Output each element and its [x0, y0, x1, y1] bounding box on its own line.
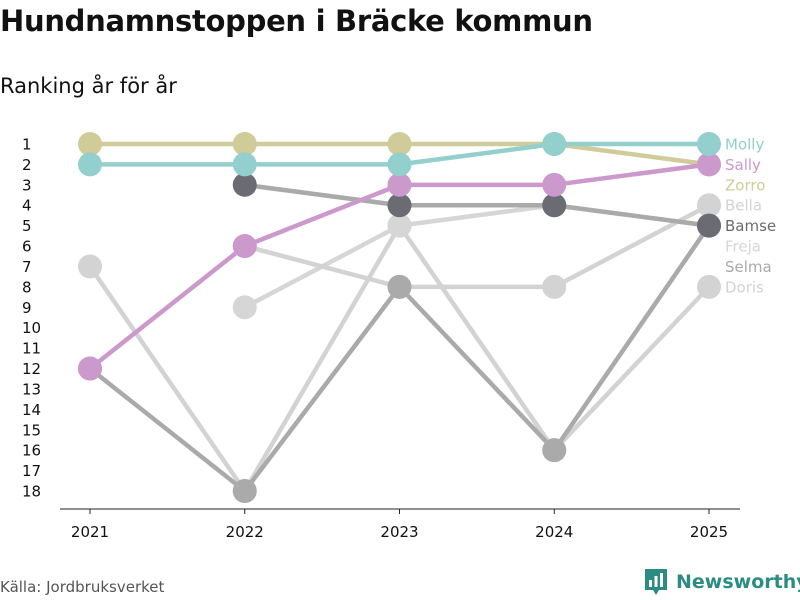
y-tick-label: 1 — [22, 136, 32, 154]
data-point-zorro — [387, 132, 412, 156]
data-point-bamse — [387, 193, 412, 218]
data-point-molly — [387, 152, 412, 177]
end-label-molly: Molly — [725, 136, 764, 154]
y-tick-label: 8 — [22, 278, 32, 296]
end-label-selma: Selma — [725, 258, 772, 276]
end-label-zorro: Zorro — [725, 176, 765, 194]
y-tick-label: 13 — [22, 380, 41, 398]
y-tick-label: 17 — [22, 462, 41, 480]
data-point-bamse — [697, 213, 721, 238]
chart-title: Hundnamnstoppen i Bräcke kommun — [0, 4, 593, 38]
data-point-molly — [542, 132, 567, 156]
end-label-freja: Freja — [725, 238, 761, 256]
chart-subtitle: Ranking år för år — [0, 74, 177, 98]
data-point-bella — [542, 274, 567, 299]
data-point-zorro — [78, 132, 102, 156]
data-point-doris — [78, 254, 102, 279]
x-axis-ticks: 2021 2022 2023 2024 2025 — [71, 509, 728, 541]
y-tick-label: 4 — [22, 197, 32, 215]
y-tick-label: 5 — [22, 217, 32, 235]
data-point-sally — [697, 152, 721, 177]
y-tick-label: 15 — [22, 421, 41, 439]
data-point-bamse — [542, 193, 567, 218]
brand-logo: Newsworthy — [644, 568, 800, 596]
data-point-molly — [697, 132, 721, 156]
data-point-sally — [387, 172, 412, 197]
end-label-bella: Bella — [725, 197, 762, 215]
series-end-labels: Molly Sally Zorro Bella Bamse Freja Selma Doris — [725, 136, 776, 297]
y-tick-label: 18 — [22, 483, 41, 501]
series-line-bella — [242, 202, 712, 290]
data-point-bella — [697, 193, 721, 218]
data-point-sally — [542, 172, 567, 197]
data-point-molly — [78, 152, 102, 177]
y-tick-label: 14 — [22, 401, 41, 419]
y-tick-label: 10 — [22, 319, 41, 337]
data-point-freja — [387, 213, 412, 238]
x-tick-label: 2022 — [226, 523, 264, 541]
end-label-doris: Doris — [725, 278, 764, 296]
source-note: Källa: Jordbruksverket — [0, 578, 165, 596]
x-tick-label: 2024 — [535, 523, 573, 541]
data-point-selma — [542, 438, 567, 463]
data-point-selma — [232, 479, 257, 503]
data-point-zorro — [232, 132, 257, 156]
y-tick-label: 3 — [22, 176, 32, 194]
y-tick-label: 16 — [22, 442, 41, 460]
y-tick-label: 11 — [22, 340, 41, 358]
data-point-molly — [232, 152, 257, 177]
data-point-sally — [232, 234, 257, 259]
x-tick-label: 2025 — [690, 523, 728, 541]
newsworthy-logo-icon — [645, 569, 667, 595]
end-label-sally: Sally — [725, 156, 761, 174]
end-label-bamse: Bamse — [725, 217, 776, 235]
y-tick-label: 2 — [22, 156, 32, 174]
series-line-selma — [87, 223, 712, 494]
brand-name: Newsworthy — [676, 571, 800, 593]
x-tick-label: 2021 — [71, 523, 109, 541]
data-point-freja — [232, 295, 257, 320]
x-tick-label: 2023 — [380, 523, 418, 541]
y-tick-label: 9 — [22, 299, 32, 317]
y-tick-label: 12 — [22, 360, 41, 378]
data-point-doris — [697, 274, 721, 299]
data-point-sally — [78, 356, 102, 381]
y-tick-label: 6 — [22, 238, 32, 256]
data-point-bamse — [232, 172, 257, 197]
data-point-selma — [387, 274, 412, 299]
series-points — [78, 132, 721, 503]
y-tick-label: 7 — [22, 258, 32, 276]
series-line-bamse — [242, 182, 712, 228]
